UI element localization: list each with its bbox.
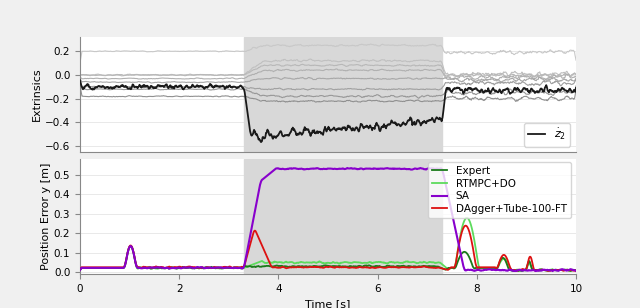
RTMPC+DO	[106, 266, 114, 270]
Expert	[481, 266, 489, 270]
Expert	[127, 244, 134, 248]
Expert	[463, 251, 471, 255]
Y-axis label: Extrinsics: Extrinsics	[32, 68, 42, 121]
SA	[76, 268, 84, 272]
SA	[177, 266, 184, 270]
Expert	[516, 269, 524, 272]
DAgger+Tube-100-FT	[548, 269, 556, 272]
Legend: Expert, RTMPC+DO, SA, DAgger+Tube-100-FT: Expert, RTMPC+DO, SA, DAgger+Tube-100-FT	[428, 162, 571, 218]
SA	[572, 269, 580, 273]
SA	[344, 166, 351, 170]
RTMPC+DO	[463, 216, 470, 220]
Expert	[106, 266, 114, 270]
Line: SA: SA	[80, 168, 576, 271]
DAgger+Tube-100-FT	[461, 224, 469, 228]
DAgger+Tube-100-FT	[481, 265, 489, 269]
Legend: $\dot{z}_2$: $\dot{z}_2$	[524, 123, 570, 147]
Expert	[549, 268, 557, 271]
SA	[548, 269, 556, 273]
RTMPC+DO	[572, 269, 580, 273]
Expert	[76, 268, 84, 272]
RTMPC+DO	[463, 216, 471, 220]
RTMPC+DO	[549, 268, 557, 271]
SA	[515, 268, 523, 272]
RTMPC+DO	[516, 268, 524, 272]
RTMPC+DO	[481, 266, 489, 270]
DAgger+Tube-100-FT	[106, 265, 114, 269]
Line: DAgger+Tube-100-FT: DAgger+Tube-100-FT	[80, 226, 576, 271]
DAgger+Tube-100-FT	[463, 225, 471, 228]
RTMPC+DO	[177, 266, 184, 270]
X-axis label: Time [s]: Time [s]	[305, 299, 351, 308]
RTMPC+DO	[76, 268, 84, 272]
Bar	[244, 159, 442, 274]
RTMPC+DO	[509, 269, 517, 273]
SA	[481, 268, 489, 272]
Expert	[515, 269, 522, 273]
DAgger+Tube-100-FT	[76, 268, 84, 272]
SA	[549, 269, 557, 273]
Line: RTMPC+DO: RTMPC+DO	[80, 218, 576, 271]
DAgger+Tube-100-FT	[515, 268, 523, 272]
SA	[463, 268, 471, 272]
Expert	[177, 266, 185, 270]
Expert	[572, 269, 580, 273]
SA	[106, 266, 114, 270]
Line: Expert: Expert	[80, 246, 576, 271]
DAgger+Tube-100-FT	[177, 265, 184, 269]
Bar	[244, 37, 442, 152]
DAgger+Tube-100-FT	[572, 269, 580, 273]
Y-axis label: Position Error y [m]: Position Error y [m]	[41, 163, 51, 270]
